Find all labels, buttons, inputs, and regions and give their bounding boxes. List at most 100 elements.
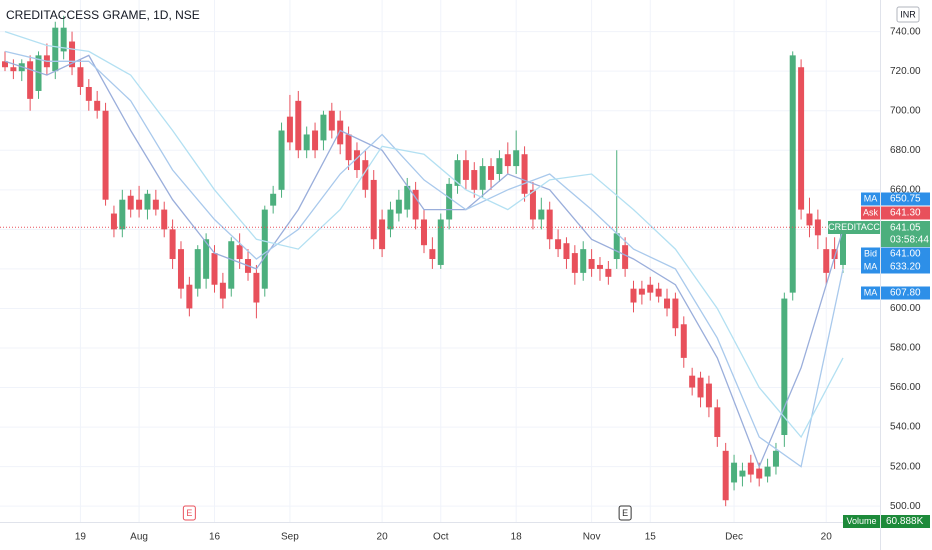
candle-body — [697, 377, 704, 398]
x-tick-label: 20 — [377, 532, 389, 543]
price-label-name: MA — [864, 261, 878, 271]
candle-body — [705, 383, 712, 408]
countdown: 03:58:44 — [890, 235, 929, 246]
volume-name-box — [843, 515, 880, 528]
event-label: E — [622, 508, 628, 518]
candle-body — [219, 282, 226, 299]
price-label-name: Bid — [864, 248, 877, 258]
price-label-value: 650.75 — [890, 194, 921, 205]
currency[interactable]: INR — [900, 9, 916, 19]
candle-body — [462, 160, 469, 180]
volume-name: Volume — [846, 516, 876, 526]
candle-body — [722, 450, 729, 501]
price-label-value: 641.00 — [890, 249, 921, 260]
candle-body — [421, 219, 427, 246]
candle-body — [513, 150, 520, 167]
y-tick-label: 680.00 — [890, 145, 921, 156]
price-label-name-box — [861, 206, 880, 220]
candle-body — [789, 55, 796, 293]
candle-body — [387, 209, 394, 230]
candle-body — [747, 462, 754, 475]
candle-body — [840, 227, 846, 265]
candle-body — [379, 219, 386, 250]
candle-body — [286, 116, 293, 143]
y-tick-label: 720.00 — [890, 66, 921, 77]
moving-average-line — [4, 50, 844, 468]
x-tick-label: 20 — [821, 532, 833, 543]
x-tick-label: Aug — [130, 532, 148, 543]
price-label-name: MA — [864, 287, 878, 297]
y-tick-label: 540.00 — [890, 422, 921, 433]
moving-average-line — [4, 54, 844, 469]
candle-body — [362, 160, 369, 190]
candle-body — [194, 249, 201, 289]
last-price-box — [881, 221, 930, 247]
candle-body — [161, 209, 168, 230]
candle-body — [672, 298, 679, 329]
candle-body — [94, 100, 101, 111]
candle-body — [77, 67, 84, 87]
volume-value-box — [881, 515, 930, 528]
candle-body — [395, 199, 402, 214]
candle-body — [647, 284, 654, 293]
event-label: E — [186, 508, 192, 518]
candle-body — [496, 158, 503, 174]
candle-body — [555, 239, 562, 250]
candle-body — [638, 288, 645, 295]
candle-body — [814, 219, 821, 236]
candle-body — [831, 249, 838, 260]
x-tick-label: Dec — [725, 532, 743, 543]
x-tick-label: Nov — [583, 532, 601, 543]
candle-body — [404, 185, 411, 210]
candle-body — [714, 407, 721, 437]
price-label-value-box — [881, 206, 930, 220]
candle-body — [127, 195, 134, 210]
candle-body — [739, 470, 746, 477]
price-label-name-box — [861, 247, 880, 261]
candle-body — [764, 466, 771, 477]
candle-body — [756, 468, 763, 479]
candle-body — [781, 298, 788, 435]
y-tick-label: 580.00 — [890, 343, 921, 354]
candle-body — [345, 134, 352, 161]
x-tick-label: 19 — [75, 532, 87, 543]
candle-body — [622, 245, 629, 269]
candle-body — [85, 87, 92, 101]
price-label-value-box — [881, 260, 930, 274]
candle-body — [655, 288, 662, 297]
x-tick-label: 16 — [209, 532, 221, 543]
candle-body — [10, 67, 17, 72]
candle-body — [731, 462, 738, 483]
candle-body — [320, 114, 327, 141]
candle-body — [488, 166, 495, 180]
price-label-value-box — [881, 192, 930, 206]
candle-body — [437, 219, 444, 265]
candle-body — [596, 264, 603, 269]
currency-box[interactable] — [896, 6, 920, 23]
candle-body — [823, 249, 830, 273]
event-marker — [618, 505, 632, 521]
candle-body — [110, 213, 117, 230]
candle-body — [27, 61, 34, 99]
price-label-name-box — [861, 260, 880, 274]
candle-body — [353, 150, 360, 171]
candle-body — [580, 249, 587, 273]
candle-body — [504, 154, 511, 167]
candle-body — [203, 239, 210, 279]
candle-body — [119, 199, 126, 230]
candle-body — [571, 253, 578, 273]
candle-body — [261, 209, 268, 289]
candle-body — [680, 324, 687, 358]
price-label-name-box — [861, 192, 880, 206]
price-label-name: Ask — [863, 207, 879, 217]
y-tick-label: 700.00 — [890, 105, 921, 116]
candle-body — [295, 100, 302, 151]
candle-body — [69, 41, 76, 68]
candle-body — [144, 193, 151, 210]
price-label-value-box — [881, 247, 930, 261]
candle-body — [52, 27, 59, 72]
candle-body — [605, 268, 612, 277]
candle-body — [689, 375, 696, 388]
candle-body — [471, 170, 478, 190]
